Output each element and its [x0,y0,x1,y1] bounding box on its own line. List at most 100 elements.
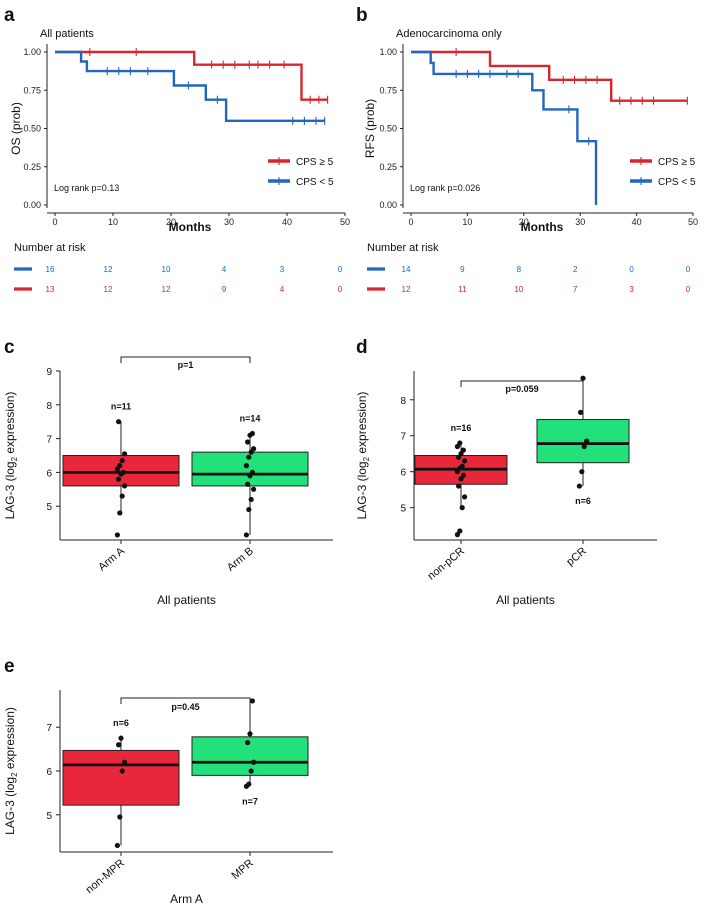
data-point [251,486,257,492]
data-point [245,739,251,746]
y-axis-title: LAG-3 (log2 expression) [3,392,19,520]
data-point [243,463,249,469]
data-point [117,814,123,820]
risk-count-red: 12 [104,285,113,294]
risk-count-red: 9 [222,285,227,294]
risk-count-blue: 2 [573,265,578,274]
data-point [116,419,122,425]
data-point [122,451,128,457]
risk-count-red: 10 [514,285,523,294]
km-curve-blue [55,50,325,123]
panel-label-a: a [4,5,15,26]
data-point [116,476,122,482]
data-point [576,483,583,489]
km-curve-red [55,50,328,101]
km-curve-red [411,50,688,102]
risk-count-blue: 12 [104,265,113,274]
category-label: non-MPR [84,857,127,896]
data-point [243,532,249,538]
risk-count-blue: 9 [460,265,465,274]
panel-label-c: c [4,337,15,358]
risk-count-blue: 10 [162,265,171,274]
x-tick-label: 0 [52,217,57,227]
y-tick-label: 0.50 [379,124,397,134]
category-label: Arm B [225,545,256,574]
x-tick-label: 0 [408,217,413,227]
data-point [457,528,463,534]
x-axis-title: All patients [496,593,555,607]
risk-count-red: 3 [629,285,634,294]
data-point [118,735,124,741]
box-panel-e: e 5 6 7 LAG-3 (log2 expression) n=6 non-MPR n=7… [3,656,333,905]
x-tick-label: 20 [519,217,529,227]
x-tick-label: 10 [462,217,472,227]
x-tick-label: 20 [166,217,176,227]
risk-count-blue: 0 [629,265,634,274]
data-point [584,438,590,444]
data-point [114,532,120,538]
risk-count-red: 12 [402,285,411,294]
data-point [114,842,120,849]
data-point [248,496,254,503]
legend-label-red: CPS ≥ 5 [658,157,696,168]
data-point [122,759,128,765]
y-tick-label: 9 [46,367,52,378]
y-tick-label: 0.00 [23,200,41,210]
y-axis-title: LAG-3 (log2 expression) [3,707,19,835]
y-axis-title: OS (prob) [9,102,23,155]
legend-label-red: CPS ≥ 5 [296,157,334,168]
y-tick-label: 8 [46,401,52,412]
n-label: n=14 [240,414,261,424]
y-tick-label: 7 [46,723,52,734]
data-point [246,506,252,513]
box-non-mpr [62,749,180,806]
p-value: p=1 [178,360,194,370]
data-point [248,768,254,774]
km-panel-b: b Adenocarcinoma only 0.00 0.25 0.50 0.75 1.00… [356,5,698,294]
x-axis-title: Arm A [170,892,203,905]
data-point [122,483,128,489]
y-axis-title: LAG-3 (log2 expression) [355,392,371,520]
y-tick-label: 0.75 [379,85,397,95]
data-point [116,742,122,748]
data-point [459,463,465,469]
box-panel-d: d 5 6 7 8 LAG-3 (log2 expression) n=16 non-pCR n… [355,337,657,607]
box-panel-c: c 5 6 7 8 9 LAG-3 (log2 expression) n=11 Arm A n=… [3,337,333,607]
legend-label-blue: CPS < 5 [658,177,696,188]
data-point [249,698,255,704]
x-tick-label: 10 [108,217,118,227]
x-tick-label: 30 [224,217,234,227]
data-point [245,439,251,445]
data-point [249,430,255,437]
x-axis-title: Months [169,220,212,234]
risk-count-blue: 4 [222,265,227,274]
risk-count-blue: 16 [46,265,55,274]
risk-count-blue: 3 [280,265,285,274]
risk-count-red: 4 [280,285,285,294]
data-point [119,457,125,464]
significance-bracket [460,380,584,387]
risk-count-red: 13 [46,285,55,294]
risk-count-red: 7 [573,285,578,294]
category-label: Arm A [96,545,127,574]
panel-label-e: e [4,656,15,677]
x-tick-label: 50 [688,217,698,227]
x-axis-title: All patients [157,593,216,607]
data-point [246,454,252,460]
risk-count-red: 0 [338,285,343,294]
x-tick-label: 40 [282,217,292,227]
data-point [251,759,257,765]
data-point [578,409,584,415]
y-tick-label: 1.00 [379,47,397,57]
risk-count-blue: 14 [402,265,411,274]
y-tick-label: 5 [46,502,52,513]
data-point [117,510,123,516]
data-point [459,505,465,511]
box-pcr [536,419,630,464]
x-tick-label: 50 [340,217,350,227]
y-tick-label: 0.25 [23,162,41,172]
y-tick-label: 6 [46,468,52,479]
risk-count-blue: 0 [686,265,691,274]
km-curve-blue [411,50,598,205]
